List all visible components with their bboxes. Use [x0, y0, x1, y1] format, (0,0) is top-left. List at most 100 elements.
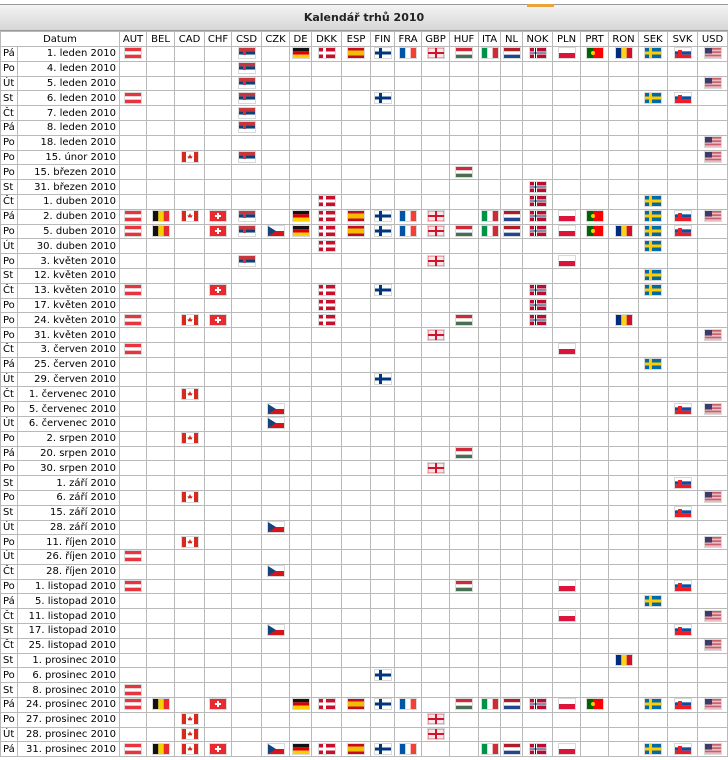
holiday-cell-bel [146, 119, 176, 136]
table-row: Po 5. červenec 2010 [0, 401, 728, 417]
holiday-cell-gbp [421, 179, 451, 195]
holiday-cell-nl [500, 253, 524, 269]
table-row: Čt 13. květen 2010 [0, 282, 728, 299]
holiday-cell-fin [370, 489, 396, 506]
holiday-cell-gbp [421, 593, 451, 610]
serbia-flag-icon [238, 107, 255, 118]
holiday-cell-fra [394, 119, 423, 136]
holiday-cell-czk [261, 519, 291, 536]
holiday-cell-sek [638, 741, 669, 758]
holiday-cell-esp [341, 578, 372, 595]
holiday-cell-gbp [421, 711, 451, 728]
holiday-cell-nl [500, 741, 524, 758]
header-nl: NL [500, 31, 524, 47]
holiday-cell-sek [638, 549, 669, 565]
table-row: Čt 7. leden 2010 [0, 105, 728, 121]
holiday-cell-czk [261, 637, 291, 654]
holiday-cell-nok [522, 341, 554, 358]
holiday-cell-esp [341, 415, 372, 432]
holiday-cell-nl [500, 667, 524, 684]
holiday-cell-fin [370, 578, 396, 595]
holiday-cell-gbp [421, 238, 451, 255]
holiday-cell-czk [261, 415, 291, 432]
holiday-cell-dkk [311, 223, 343, 240]
weekday-cell: Pá [0, 741, 18, 758]
holiday-cell-nok [522, 208, 554, 225]
holiday-cell-usd [697, 356, 728, 373]
holiday-cell-gbp [421, 578, 451, 595]
holiday-cell-de [289, 445, 313, 462]
slovakia-flag-icon [674, 507, 691, 518]
holiday-cell-de [289, 504, 313, 521]
holiday-cell-gbp [421, 608, 451, 625]
serbia-flag-icon [238, 211, 255, 222]
holiday-cell-fin [370, 386, 396, 403]
holiday-cell-ita [478, 593, 502, 610]
holiday-cell-czk [261, 652, 291, 669]
holiday-cell-gbp [421, 534, 451, 551]
holiday-cell-svk [667, 223, 699, 240]
weekday-cell: Út [0, 519, 18, 536]
table-row: Čt 1. duben 2010 [0, 193, 728, 210]
holiday-cell-cad [174, 475, 206, 491]
holiday-cell-pln [552, 534, 582, 551]
holiday-cell-fra [394, 253, 423, 269]
holiday-cell-huf [449, 563, 480, 580]
holiday-cell-dkk [311, 460, 343, 477]
holiday-cell-prt [580, 475, 610, 491]
header-fra: FRA [394, 31, 423, 47]
holiday-cell-chf [204, 341, 233, 358]
holiday-cell-pln [552, 608, 582, 625]
holiday-cell-gbp [421, 623, 451, 639]
holiday-cell-pln [552, 563, 582, 580]
table-row: Po 3. květen 2010 [0, 253, 728, 269]
holiday-cell-prt [580, 608, 610, 625]
holiday-cell-cad [174, 726, 206, 743]
holiday-cell-nok [522, 90, 554, 107]
holiday-cell-gbp [421, 267, 451, 284]
holiday-cell-ron [608, 711, 640, 728]
czech-flag-icon [267, 225, 284, 236]
holiday-cell-chf [204, 401, 233, 417]
holiday-cell-sek [638, 60, 669, 77]
holiday-cell-ita [478, 105, 502, 121]
holiday-cell-gbp [421, 652, 451, 669]
holiday-cell-csd [231, 119, 263, 136]
holiday-cell-cad [174, 741, 206, 758]
holiday-cell-czk [261, 356, 291, 373]
weekday-cell: Po [0, 164, 18, 181]
holiday-cell-dkk [311, 504, 343, 521]
norway-flag-icon [529, 299, 546, 310]
holiday-cell-de [289, 578, 313, 595]
france-flag-icon [400, 225, 417, 236]
germany-flag-icon [292, 743, 309, 754]
holiday-cell-huf [449, 711, 480, 728]
holiday-cell-cad [174, 105, 206, 121]
holiday-cell-sek [638, 652, 669, 669]
holiday-cell-svk [667, 534, 699, 551]
holiday-cell-usd [697, 208, 728, 225]
weekday-cell: Po [0, 149, 18, 166]
holiday-cell-svk [667, 637, 699, 654]
holiday-cell-dkk [311, 371, 343, 388]
date-cell: 5. duben 2010 [16, 223, 121, 240]
holiday-cell-esp [341, 46, 372, 62]
holiday-cell-ita [478, 356, 502, 373]
holiday-cell-nok [522, 489, 554, 506]
holiday-cell-dkk [311, 726, 343, 743]
holiday-cell-gbp [421, 371, 451, 388]
holiday-cell-aut [119, 445, 148, 462]
date-cell: 8. leden 2010 [16, 119, 121, 136]
holiday-cell-sek [638, 371, 669, 388]
holiday-cell-usd [697, 652, 728, 669]
uk-flag-icon [427, 210, 444, 222]
holiday-cell-fin [370, 445, 396, 462]
holiday-cell-bel [146, 90, 176, 107]
holiday-cell-nok [522, 637, 554, 654]
holiday-cell-gbp [421, 105, 451, 121]
holiday-cell-pln [552, 208, 582, 225]
holiday-cell-chf [204, 489, 233, 506]
holiday-cell-usd [697, 519, 728, 536]
holiday-cell-pln [552, 267, 582, 284]
holiday-cell-ron [608, 75, 640, 92]
